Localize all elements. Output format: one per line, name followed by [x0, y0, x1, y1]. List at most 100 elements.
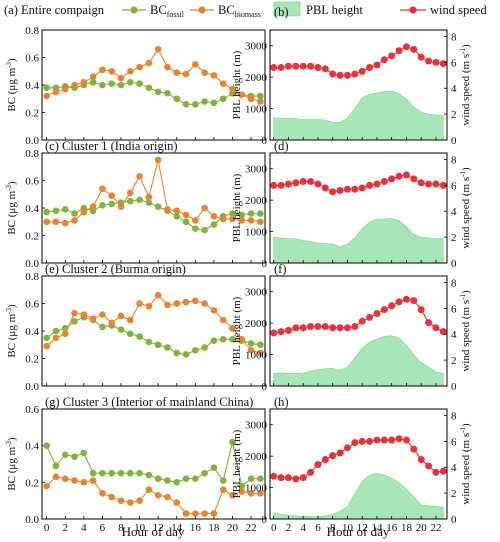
panel-b-wind-point-10: [343, 71, 351, 79]
panel-b-pbl-tick-label-1000: 1000: [245, 104, 268, 116]
panel-a-bc-biomass-point-11: [145, 59, 153, 67]
panel-h-wind-point-17: [395, 435, 403, 443]
panel-g-bc-fossil-point-21: [238, 482, 246, 490]
panel-e-bc-biomass-point-4: [80, 311, 88, 318]
panel-b-wind-tick-label-8: 8: [451, 31, 457, 43]
panel-f-pbl-tick-label-2000: 2000: [245, 318, 268, 330]
panel-h-xtick-label-22: 22: [430, 522, 441, 534]
panel-g-ylabel: BC (μg m-3): [5, 437, 18, 491]
panel-a-bc-fossil-point-0: [43, 84, 50, 92]
panel-a-bc-biomass-point-2: [61, 85, 69, 93]
panel-c-bc-fossil-point-12: [154, 203, 162, 210]
panel-e-bc-fossil-point-0: [43, 334, 50, 342]
panel-c-bc-biomass-point-14: [173, 207, 181, 215]
panel-b-wind-point-17: [395, 47, 403, 55]
panel-g-ytick-label-0.4: 0.4: [25, 441, 39, 453]
panel-e-bc-biomass-point-17: [201, 300, 208, 307]
legend: (a) Entire compaign BCfossil BCbiomass P…: [4, 1, 487, 19]
panel-b-wind-point-7: [321, 65, 329, 73]
panel-b-wind-tick-label-4: 4: [451, 83, 457, 95]
panel-e-bc-biomass-point-12: [154, 291, 162, 299]
panel-g-ytick-label-0.2: 0.2: [25, 477, 39, 489]
panel-a-ytick-label-0.6: 0.6: [25, 53, 39, 65]
panel-g-bc-fossil-point-2: [61, 451, 69, 459]
panel-h-wind-point-21: [425, 462, 433, 470]
panel-f-wind-tick-label-4: 4: [451, 329, 457, 341]
panel-h-wind-tick-label-2: 2: [451, 488, 457, 500]
panel-a-bc-fossil-point-17: [201, 98, 208, 105]
panel-c-bc-biomass-point-18: [210, 212, 218, 220]
panel-e-bc-biomass-point-20: [229, 324, 236, 332]
panel-g-bc-fossil-point-10: [136, 469, 143, 477]
panel-g-bc-biomass-point-4: [80, 479, 88, 486]
panel-g-bc-fossil-point-11: [145, 471, 153, 479]
panel-c: 0.0 0.2 0.4 0.6 0.8 BC (μg m-3) (c) Cluster 1 …: [5, 139, 266, 270]
panel-d-wind-point-16: [388, 175, 396, 183]
panel-b-wind-point-0: [270, 64, 278, 72]
panel-h-wind-point-13: [366, 437, 374, 445]
panel-a-bc-fossil-line: [46, 81, 261, 105]
panel-g-bc-fossil-point-0: [43, 442, 50, 449]
panel-a-bc-biomass-point-1: [52, 88, 60, 96]
panel-b-wind-point-4: [299, 62, 307, 70]
panel-g-bc-biomass-point-9: [126, 499, 134, 506]
panel-c-bc-fossil-point-6: [99, 201, 106, 209]
panel-g-bc-biomass-point-8: [117, 497, 125, 504]
panel-f-wind-tick-label-8: 8: [451, 277, 457, 289]
panel-e-bc-biomass-line: [46, 294, 261, 354]
panel-a-bc-biomass-point-7: [108, 67, 115, 75]
panel-b-pbl-ylabel: PBL height (m): [231, 50, 243, 119]
panel-d-wind-point-20: [417, 179, 425, 187]
panel-e-bc-biomass-point-18: [210, 307, 218, 314]
panel-e-ytick-label-0.6: 0.6: [25, 299, 39, 311]
panel-a-bc-fossil-point-6: [99, 81, 106, 89]
panel-a-bc-biomass-point-9: [126, 67, 134, 75]
panel-g-bc-fossil-point-20: [229, 438, 236, 446]
panel-e-bc-biomass-point-9: [126, 316, 134, 324]
panel-d-wind-point-19: [410, 175, 418, 183]
panel-b-pbl-tick-label-3000: 3000: [245, 41, 268, 53]
panel-a-bc-fossil-point-11: [145, 84, 153, 92]
panel-h-xtick-label-0: 0: [271, 522, 277, 534]
panel-e-bc-biomass-point-15: [182, 298, 190, 306]
panel-d-letter: (d): [274, 139, 289, 153]
panel-d-wind-point-18: [402, 171, 410, 179]
panel-b-wind-line: [273, 46, 444, 76]
panel-g-bc-fossil-point-1: [52, 462, 60, 470]
panel-c-bc-fossil-point-2: [61, 206, 69, 213]
panel-a-bc-biomass-point-13: [164, 63, 171, 71]
panel-g-bc-fossil-point-18: [210, 464, 218, 471]
panel-h-xtick-label-14: 14: [371, 522, 383, 534]
panel-d-pbl-tick-label-0: 0: [262, 258, 268, 270]
panel-c-bc-biomass-point-16: [192, 217, 199, 224]
panel-c-bc-fossil-point-20: [229, 210, 236, 217]
panel-d-wind-point-14: [373, 180, 381, 188]
panel-d-wind-tick-label-4: 4: [451, 206, 457, 218]
panel-f-wind-point-3: [292, 324, 300, 332]
panel-g-bc-biomass-point-16: [192, 510, 199, 517]
panel-c-bc-biomass-point-2: [61, 219, 69, 227]
panel-e-bc-fossil-point-6: [99, 323, 106, 331]
panel-g-xtick-label-12: 12: [153, 522, 164, 534]
panel-b: 0 1000 2000 3000 0 2 4 6 8 PBL height (m) wind spe…: [231, 5, 472, 147]
legend-pbl-swatch: [273, 1, 301, 17]
panel-c-bc-fossil-point-15: [182, 218, 190, 226]
panel-b-wind-tick-label-0: 0: [451, 135, 457, 147]
panel-c-bc-biomass-point-0: [43, 218, 50, 226]
panel-g-bc-fossil-point-16: [192, 475, 199, 482]
panel-g-bc-biomass-point-21: [238, 488, 246, 495]
panel-g-title: (g) Cluster 3 (Interior of mainland Chin…: [45, 395, 253, 409]
panel-a-bc-biomass-point-21: [238, 91, 246, 98]
panel-a-ytick-label-0.0: 0.0: [25, 135, 39, 147]
panel-g: 0 2 4 6 8 10 12 14 16 18 20 220.00.20.40.6BC (μg m-…: [5, 395, 266, 534]
panel-h-wind-point-5: [307, 468, 315, 476]
panel-a-bc-biomass-point-4: [80, 78, 88, 86]
panel-g-bc-fossil-point-13: [164, 477, 171, 484]
panel-h-pbl-tick-label-3000: 3000: [245, 420, 268, 432]
panel-g-xtick-label-18: 18: [208, 522, 220, 534]
panel-b-wind-point-1: [277, 64, 285, 72]
panel-h-wind-point-3: [292, 475, 300, 483]
panel-c-bc-fossil-point-22: [247, 210, 255, 217]
panel-b-letter: (b): [274, 5, 289, 19]
panel-g-ytick-label-0.6: 0.6: [25, 404, 39, 416]
